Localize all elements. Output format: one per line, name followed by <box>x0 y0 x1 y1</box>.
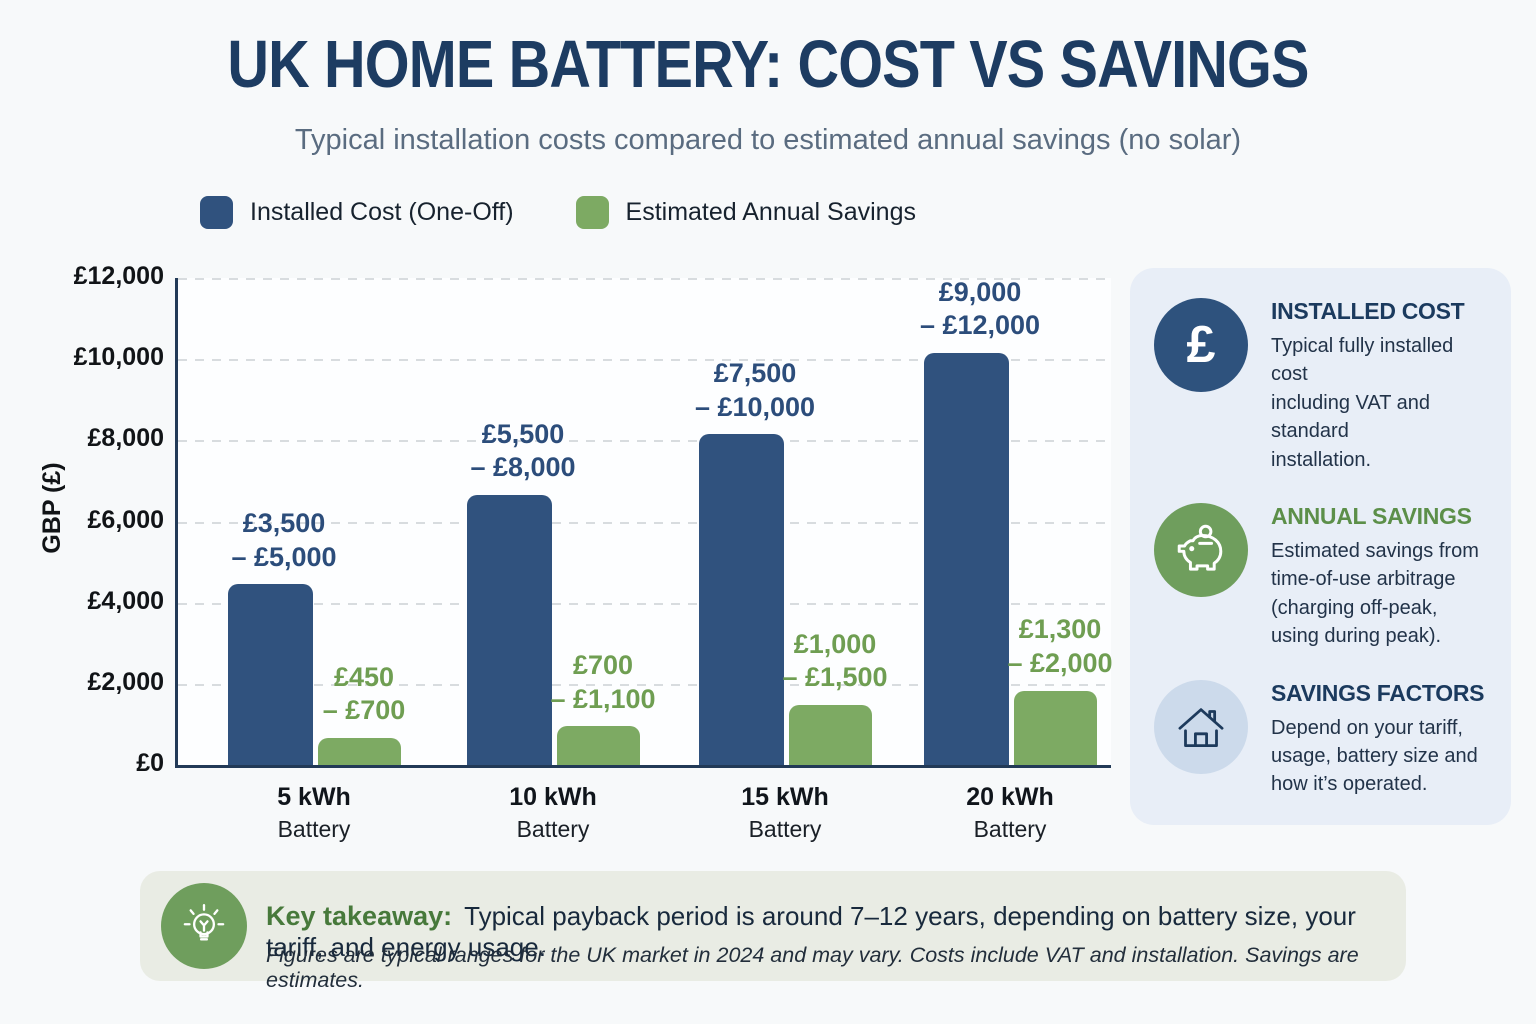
bar-range-label: £7,500 – £10,000 <box>694 357 816 422</box>
y-axis-tick-label: £10,000 <box>73 343 164 372</box>
takeaway-main: Typical payback period is around 7–12 ye… <box>266 901 1356 962</box>
bar-annual-savings <box>1014 690 1097 765</box>
takeaway-text: Key takeaway: Typical payback period is a… <box>266 901 1406 963</box>
bar-range-label: £9,000 – £12,000 <box>919 276 1041 341</box>
key-takeaway-banner: Key takeaway: Typical payback period is a… <box>140 871 1406 992</box>
x-axis-category-label: 15 kWh Battery <box>675 781 895 844</box>
card-heading: INSTALLED COST <box>1271 298 1465 324</box>
card-body: Estimated savings from time-of-use arbit… <box>1271 539 1479 648</box>
bar-group: £9,000 – £12,000 £1,300 – £2,000 <box>920 277 1113 765</box>
legend-item-annual-savings: Estimated Annual Savings <box>575 196 916 229</box>
y-axis-tick-label: £6,000 <box>87 505 164 534</box>
info-card-installed-cost: £ INSTALLED COST Typical fully installed… <box>1154 298 1487 474</box>
gridline <box>178 278 1111 280</box>
page-subtitle: Typical installation costs compared to e… <box>294 124 1242 156</box>
y-axis-tick-label: £8,000 <box>87 424 164 453</box>
info-panel: £ INSTALLED COST Typical fully installed… <box>1130 268 1511 825</box>
bar-range-label: £5,500 – £8,000 <box>470 418 576 483</box>
legend-swatch-green <box>575 196 609 229</box>
bar-group: £7,500 – £10,000 £1,000 – £1,500 <box>695 278 888 765</box>
category-sub-label: Battery <box>973 816 1047 842</box>
bar-installed-cost <box>699 434 784 765</box>
bar-group: £3,500 – £5,000 £450 – £700 <box>228 278 405 765</box>
gridline <box>178 521 1111 524</box>
gridline <box>178 440 1111 443</box>
x-axis-category-label: 5 kWh Battery <box>204 781 424 844</box>
info-card-annual-savings: ANNUAL SAVINGS Estimated savings from ti… <box>1154 502 1487 651</box>
info-card-savings-factors: SAVINGS FACTORS Depend on your tariff, u… <box>1154 679 1487 799</box>
legend-swatch-blue <box>200 196 233 229</box>
x-axis-category-label: 20 kWh Battery <box>900 781 1120 844</box>
category-size-label: 20 kWh <box>966 783 1054 811</box>
bar-range-label: £450 – £700 <box>322 661 406 726</box>
legend-label: Estimated Annual Savings <box>625 198 916 226</box>
bar-range-label: £1,000 – £1,500 <box>782 628 888 693</box>
card-body: Depend on your tariff, usage, battery si… <box>1271 716 1478 796</box>
category-size-label: 15 kWh <box>741 783 829 811</box>
y-axis-tick-label: £2,000 <box>87 667 164 696</box>
house-icon <box>1154 679 1248 774</box>
card-heading: ANNUAL SAVINGS <box>1271 502 1472 529</box>
bar-installed-cost <box>467 495 552 765</box>
bar-installed-cost <box>924 353 1009 765</box>
category-sub-label: Battery <box>516 816 590 842</box>
gridline <box>178 602 1111 605</box>
takeaway-label: Key takeaway: <box>266 901 453 931</box>
pound-icon: £ <box>1154 298 1248 392</box>
page-title: UK HOME BATTERY: COST VS SAVINGS <box>227 27 1309 102</box>
y-axis-tick-label: £0 <box>136 749 164 777</box>
bar-range-label: £700 – £1,100 <box>550 649 656 714</box>
category-sub-label: Battery <box>277 816 351 842</box>
y-axis-tick-label: £12,000 <box>73 262 164 290</box>
category-size-label: 10 kWh <box>509 783 597 811</box>
bar-range-label: £1,300 – £2,000 <box>1007 614 1113 679</box>
piggy-bank-icon <box>1154 502 1248 597</box>
category-sub-label: Battery <box>748 816 822 842</box>
card-heading: SAVINGS FACTORS <box>1271 679 1485 706</box>
bar-annual-savings <box>789 705 872 765</box>
x-axis-category-label: 10 kWh Battery <box>443 781 663 844</box>
bar-range-label: £3,500 – £5,000 <box>231 507 337 572</box>
bar-annual-savings <box>557 726 640 765</box>
card-body: Typical fully installed cost including V… <box>1271 335 1454 471</box>
legend-label: Installed Cost (One-Off) <box>250 198 514 226</box>
y-axis-tick-label: £4,000 <box>87 586 164 615</box>
gridline <box>178 683 1111 686</box>
chart-legend: Installed Cost (One-Off) Estimated Annua… <box>0 196 1116 229</box>
bar-group: £5,500 – £8,000 £700 – £1,100 <box>467 278 656 765</box>
takeaway-footnote: Figures are typical ranges for the UK ma… <box>266 943 1359 992</box>
category-size-label: 5 kWh <box>277 783 351 811</box>
lightbulb-icon <box>161 883 247 969</box>
pound-glyph: £ <box>1186 316 1216 374</box>
bar-annual-savings <box>318 738 401 765</box>
bar-installed-cost <box>228 584 313 765</box>
legend-item-installed-cost: Installed Cost (One-Off) <box>200 196 514 229</box>
gridline <box>178 359 1111 362</box>
bar-chart-plot-area: £3,500 – £5,000 £450 – £700 £5,500 – £8,00… <box>175 277 1113 768</box>
